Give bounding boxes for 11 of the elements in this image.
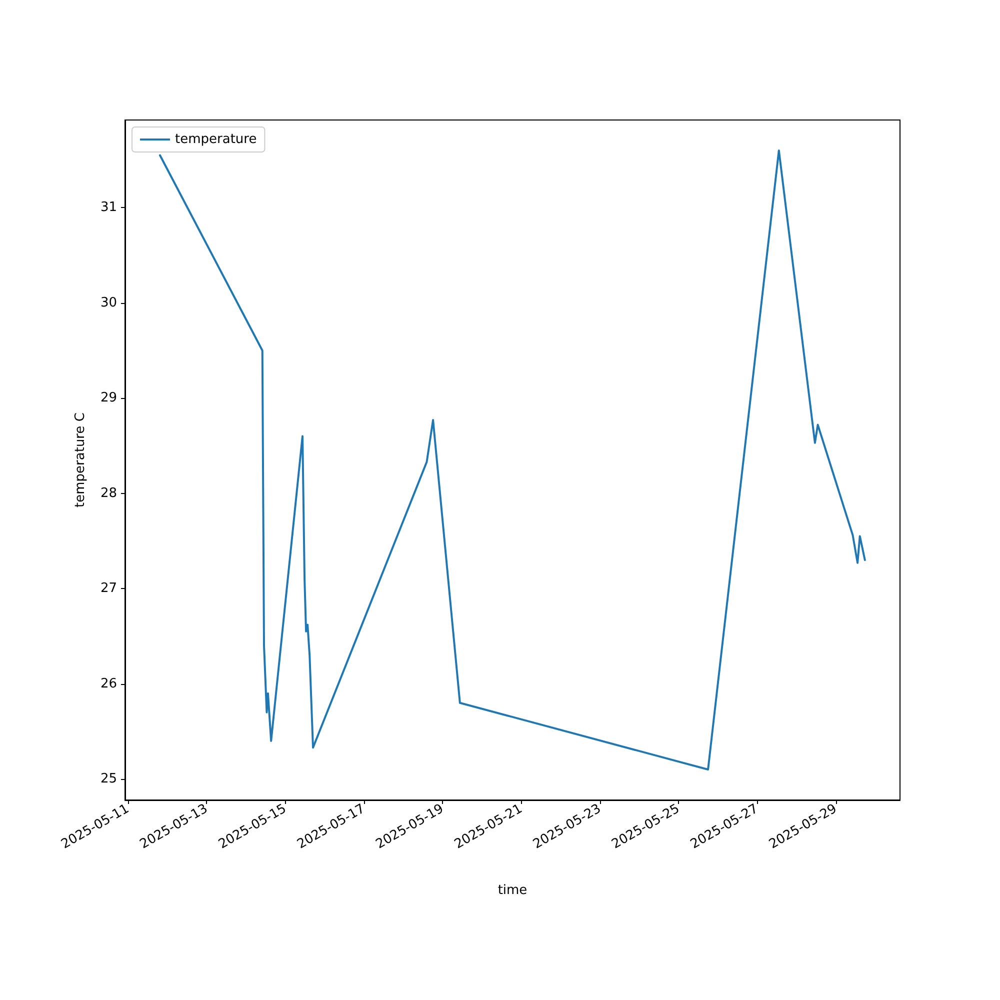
legend-label: temperature — [175, 132, 257, 147]
y-tick-label: 29 — [100, 390, 117, 406]
x-axis-title: time — [498, 883, 528, 898]
y-axis-title: temperature C — [73, 412, 88, 508]
y-tick-label: 31 — [100, 200, 117, 216]
y-tick-label: 28 — [100, 486, 117, 501]
y-tick-label: 25 — [100, 772, 117, 787]
y-tick-label: 26 — [100, 676, 117, 692]
y-tick-label: 30 — [100, 295, 117, 310]
line-series — [158, 149, 866, 771]
y-tick-label: 27 — [100, 581, 117, 596]
